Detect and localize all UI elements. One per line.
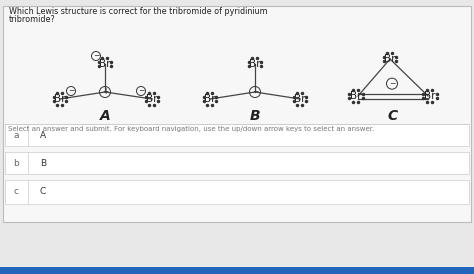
Text: Br: Br — [99, 59, 111, 69]
Text: C: C — [388, 109, 398, 123]
Text: −: − — [252, 87, 258, 96]
Text: B: B — [40, 158, 46, 167]
Text: tribromide?: tribromide? — [9, 15, 56, 24]
Text: Br: Br — [204, 94, 216, 104]
Text: b: b — [13, 158, 19, 167]
Text: B: B — [250, 109, 260, 123]
Text: −: − — [138, 87, 144, 96]
Text: +: + — [102, 87, 108, 96]
Text: −: − — [93, 52, 99, 61]
FancyBboxPatch shape — [5, 152, 469, 174]
Text: −: − — [389, 79, 395, 88]
FancyBboxPatch shape — [5, 180, 469, 204]
Bar — [0, 267, 474, 274]
FancyBboxPatch shape — [3, 6, 471, 222]
Text: Br: Br — [384, 54, 396, 64]
Text: Which Lewis structure is correct for the tribromide of pyridinium: Which Lewis structure is correct for the… — [9, 7, 268, 16]
Text: Br: Br — [54, 94, 66, 104]
Text: Br: Br — [294, 94, 306, 104]
Text: Br: Br — [146, 94, 158, 104]
Text: −: − — [68, 87, 74, 96]
Text: A: A — [100, 109, 110, 123]
Text: Br: Br — [350, 91, 362, 101]
FancyBboxPatch shape — [5, 124, 469, 146]
Text: A: A — [40, 130, 46, 139]
Text: Select an answer and submit. For keyboard navigation, use the up/down arrow keys: Select an answer and submit. For keyboar… — [8, 126, 374, 132]
Text: Br: Br — [249, 59, 261, 69]
Text: C: C — [40, 187, 46, 196]
Text: c: c — [13, 187, 18, 196]
Text: Br: Br — [424, 91, 436, 101]
Text: a: a — [13, 130, 19, 139]
